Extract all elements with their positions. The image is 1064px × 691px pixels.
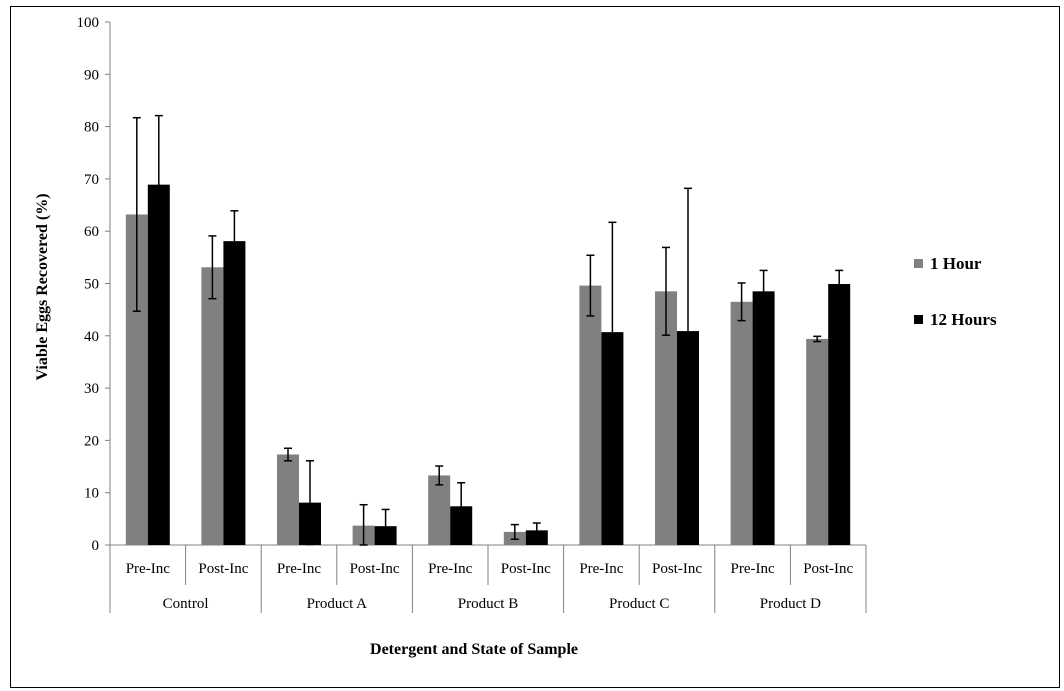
bar-12-hours — [752, 291, 775, 545]
bar-1-hour — [730, 301, 753, 545]
x-group-label: Product D — [760, 596, 821, 612]
legend-label: 1 Hour — [930, 254, 982, 273]
error-bar — [435, 465, 444, 486]
x-group-label: Control — [163, 596, 209, 612]
x-group-label: Product A — [307, 596, 368, 612]
error-bar — [457, 482, 466, 531]
y-tick-label: 90 — [84, 67, 99, 83]
x-category-label: Pre-Inc — [126, 561, 170, 577]
bar-12-hours — [223, 241, 246, 545]
legend-label: 12 Hours — [930, 310, 997, 329]
error-bar — [359, 503, 368, 546]
error-bar — [284, 447, 292, 462]
x-category-label: Pre-Inc — [579, 561, 623, 577]
y-tick-label: 10 — [84, 486, 99, 502]
error-bar — [737, 282, 746, 322]
y-tick-label: 20 — [84, 433, 99, 449]
x-group-label: Product C — [609, 596, 669, 612]
y-axis-title: Viable Eggs Recovered (%) — [34, 193, 51, 380]
x-axis-title: Detergent and State of Sample — [370, 641, 578, 658]
y-tick-label: 30 — [84, 381, 99, 397]
error-bars — [132, 114, 844, 546]
bar-1-hour — [806, 338, 829, 545]
x-group-label: Product B — [458, 596, 518, 612]
error-bar — [662, 246, 670, 337]
x-category-label: Post-Inc — [198, 561, 248, 577]
error-bar — [154, 114, 163, 255]
bar-1-hour — [277, 454, 299, 545]
bar-1-hour — [201, 267, 224, 545]
y-tick-label: 60 — [84, 224, 99, 240]
error-bar — [684, 187, 692, 475]
x-category-label: Post-Inc — [803, 561, 853, 577]
y-tick-label: 70 — [84, 172, 99, 188]
error-bar — [381, 508, 390, 544]
error-bar — [759, 269, 768, 314]
x-category-label: Post-Inc — [501, 561, 551, 577]
x-category-label: Pre-Inc — [428, 561, 472, 577]
bar-1-hour — [579, 285, 602, 545]
bar-1-hour — [428, 475, 451, 545]
legend-swatch — [914, 315, 923, 324]
bars — [125, 184, 851, 546]
x-axis: Pre-Inc Post-Inc Pre-Inc Post-Inc Pre-Inc Pos… — [109, 544, 867, 613]
y-tick-label: 40 — [84, 329, 99, 345]
x-category-label: Pre-Inc — [731, 561, 775, 577]
bar-12-hours — [828, 284, 851, 545]
y-tick-label: 80 — [84, 120, 99, 136]
bar-1-hour — [125, 214, 148, 546]
y-tick-label: 0 — [92, 538, 100, 554]
y-tick-label: 50 — [84, 277, 99, 293]
chart-frame — [10, 6, 1060, 688]
x-category-label: Post-Inc — [350, 561, 400, 577]
error-bar — [813, 335, 822, 343]
error-bar — [306, 460, 314, 546]
error-bar — [586, 254, 595, 317]
x-category-label: Post-Inc — [652, 561, 702, 577]
error-bar — [230, 210, 239, 273]
legend-swatch — [914, 259, 923, 268]
x-category-label: Pre-Inc — [277, 561, 321, 577]
y-axis: 0 10 20 30 40 50 60 70 80 90 100 — [77, 15, 111, 554]
error-bar — [532, 522, 541, 539]
y-tick-label: 100 — [77, 15, 100, 31]
error-bar — [132, 116, 141, 312]
error-bar — [608, 221, 617, 443]
error-bar — [510, 523, 519, 540]
error-bar — [835, 269, 844, 299]
legend: 1 Hour 12 Hours — [914, 254, 997, 329]
bar-1-hour — [655, 291, 677, 545]
bar-12-hours — [147, 184, 170, 545]
error-bar — [208, 235, 217, 300]
